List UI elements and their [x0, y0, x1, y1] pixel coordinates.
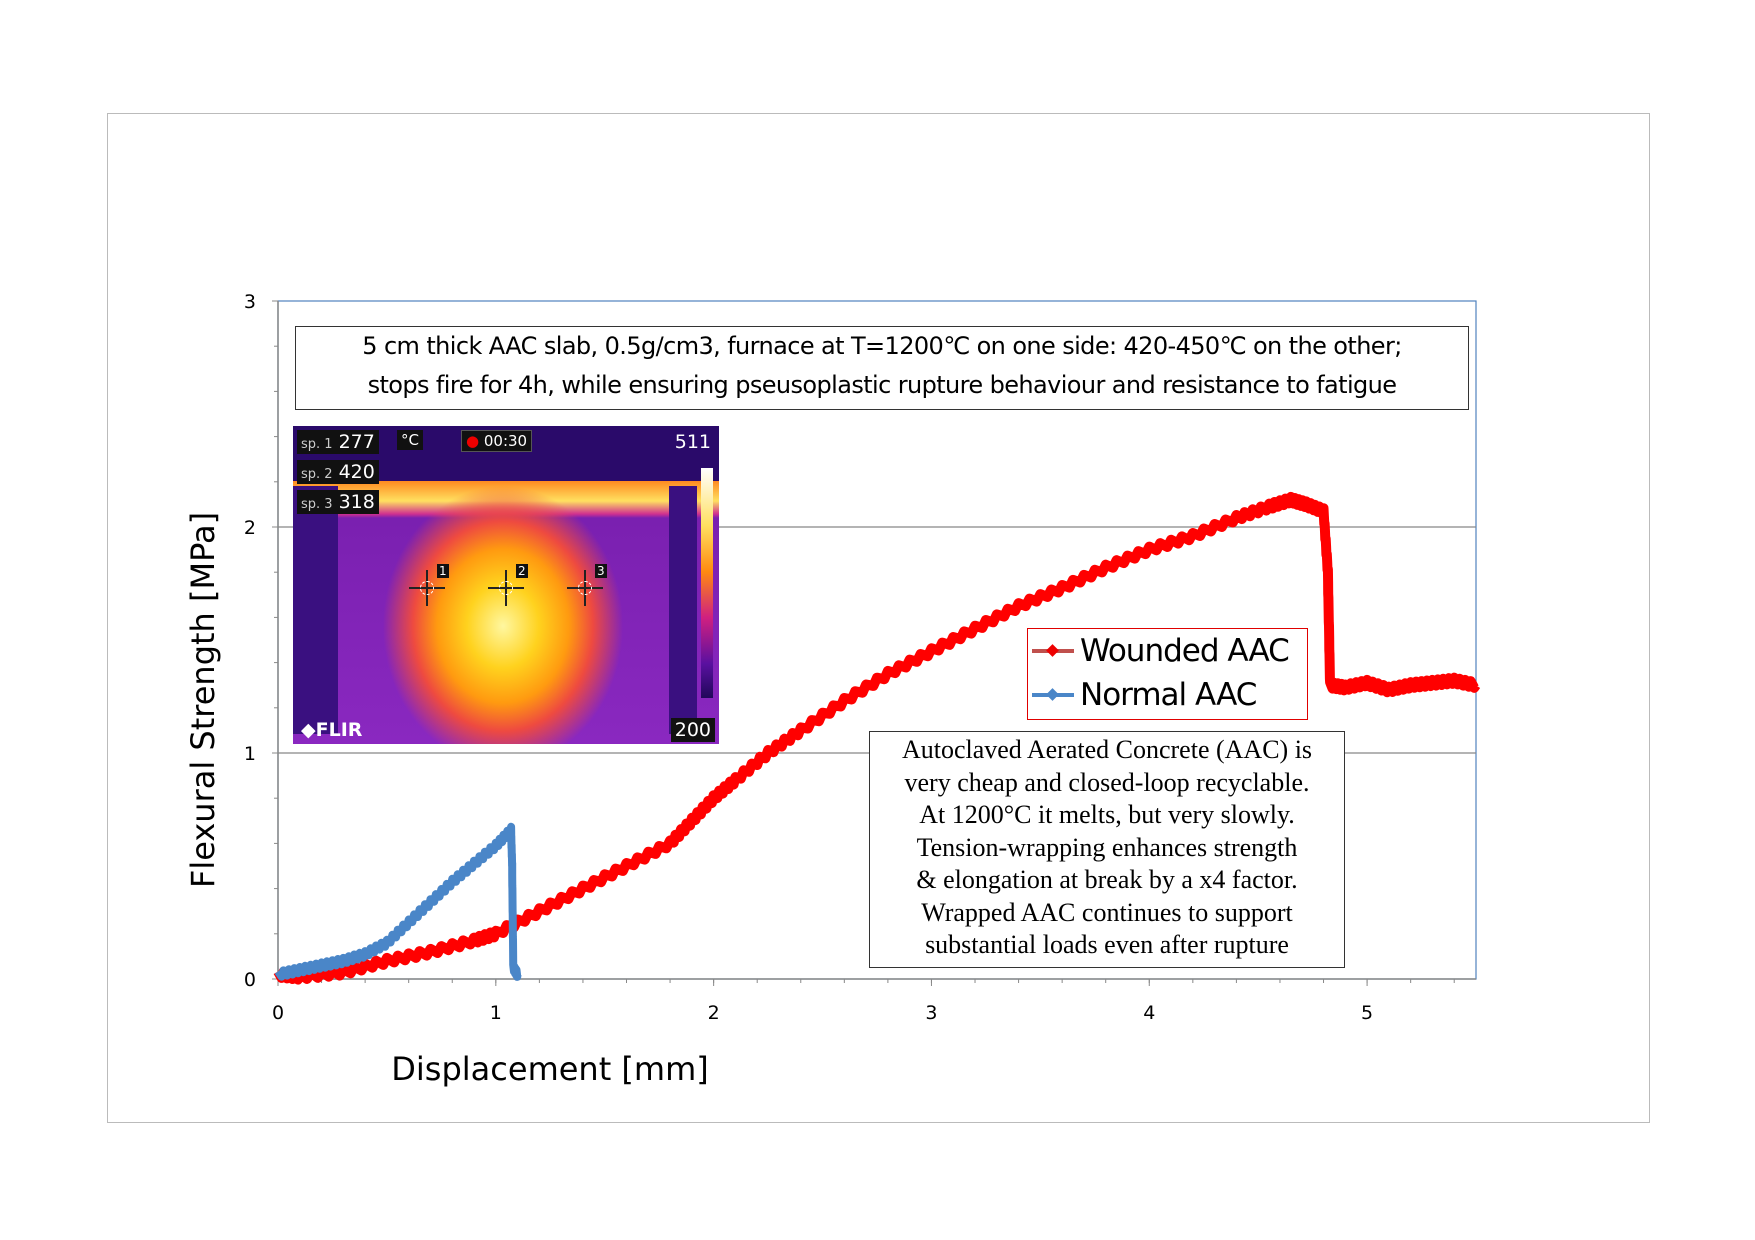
spot-1-readout: sp. 1 277 — [297, 430, 379, 454]
recording-timer: ● 00:30 — [461, 430, 533, 452]
note-line: substantial loads even after rupture — [925, 930, 1289, 959]
x-tick-label: 5 — [1361, 1002, 1373, 1024]
y-tick-label: 1 — [244, 743, 256, 765]
y-tick-label: 2 — [244, 517, 256, 539]
legend-swatch-red — [1032, 644, 1074, 657]
note-line: At 1200°C it melts, but very slowly. — [919, 800, 1295, 829]
spot-marker-3: 3 — [567, 564, 607, 606]
x-axis-title: Displacement [mm] — [391, 1050, 708, 1088]
series-line-normal-aac — [274, 822, 522, 981]
legend-label: Wounded AAC — [1080, 633, 1290, 669]
legend: Wounded AAC Normal AAC — [1027, 628, 1308, 720]
note-line: Wrapped AAC continues to support — [921, 897, 1293, 927]
x-tick-label: 4 — [1143, 1002, 1155, 1024]
note-line: very cheap and closed-loop recyclable. — [904, 767, 1310, 797]
y-tick-label: 0 — [244, 969, 256, 991]
x-tick-label: 0 — [272, 1002, 284, 1024]
y-axis-title: Flexural Strength [MPa] — [184, 512, 222, 888]
thermal-camera-image: sp. 1 277 °C ● 00:30 sp. 2 420 sp. 3 318 51… — [293, 426, 719, 744]
flir-logo: ◆FLIR — [301, 719, 363, 741]
temperature-color-scale — [701, 468, 713, 698]
unit-label: °C — [397, 430, 423, 450]
scale-max-label: 511 — [674, 431, 711, 453]
legend-swatch-blue — [1032, 688, 1074, 701]
x-tick-label: 2 — [708, 1002, 720, 1024]
note-line: Tension-wrapping enhances strength — [916, 832, 1298, 862]
y-tick-label: 3 — [244, 291, 256, 313]
x-tick-label: 1 — [490, 1002, 502, 1024]
title-line-2: stops fire for 4h, while ensuring pseuso… — [367, 371, 1397, 399]
furnace-frame-right — [669, 486, 697, 734]
chart-frame — [107, 113, 1650, 1123]
legend-label: Normal AAC — [1080, 677, 1257, 713]
title-line-1: 5 cm thick AAC slab, 0.5g/cm3, furnace a… — [362, 332, 1402, 360]
spot-marker-2: 2 — [488, 564, 528, 606]
note-line: & elongation at break by a x4 factor. — [916, 865, 1298, 894]
series-lines — [273, 491, 1481, 985]
legend-item-wounded: Wounded AAC — [1032, 629, 1290, 673]
spot-marker-1: 1 — [409, 564, 449, 606]
furnace-frame-left — [293, 486, 338, 734]
spot-2-readout: sp. 2 420 — [297, 460, 379, 484]
scale-min-label: 200 — [670, 718, 715, 742]
note-line: Autoclaved Aerated Concrete (AAC) is — [901, 735, 1313, 764]
legend-item-normal: Normal AAC — [1032, 673, 1257, 717]
spot-3-readout: sp. 3 318 — [297, 490, 379, 514]
title-annotation-box: 5 cm thick AAC slab, 0.5g/cm3, furnace a… — [295, 326, 1469, 410]
note-annotation-box: Autoclaved Aerated Concrete (AAC) is ver… — [869, 731, 1345, 968]
x-tick-label: 3 — [925, 1002, 937, 1024]
